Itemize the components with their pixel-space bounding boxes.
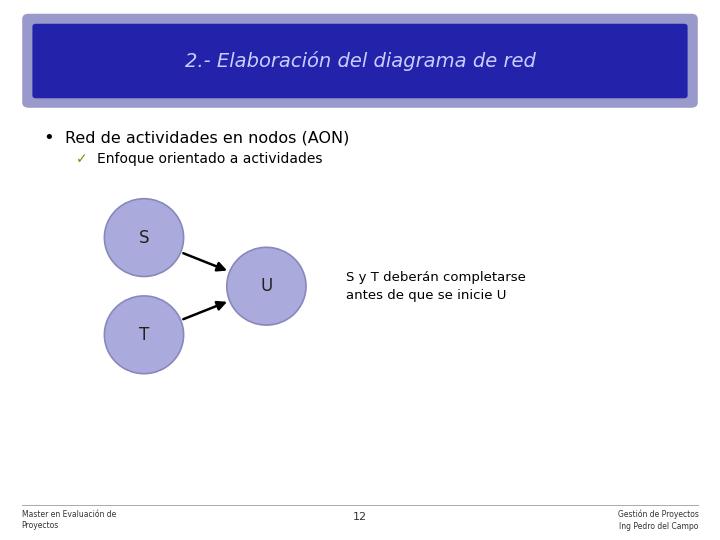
Text: S: S — [139, 228, 149, 247]
FancyBboxPatch shape — [32, 24, 688, 98]
Text: S y T deberán completarse
antes de que se inicie U: S y T deberán completarse antes de que s… — [346, 271, 526, 302]
Text: •: • — [43, 129, 54, 147]
Text: U: U — [260, 277, 273, 295]
Text: ✓: ✓ — [76, 152, 87, 166]
Text: Master en Evaluación de
Proyectos: Master en Evaluación de Proyectos — [22, 510, 116, 530]
Text: T: T — [139, 326, 149, 344]
FancyBboxPatch shape — [23, 15, 697, 107]
Ellipse shape — [104, 296, 184, 374]
Ellipse shape — [104, 199, 184, 276]
Text: 2.- Elaboración del diagrama de red: 2.- Elaboración del diagrama de red — [184, 51, 536, 71]
FancyArrowPatch shape — [184, 302, 225, 319]
Text: Gestión de Proyectos
Ing Pedro del Campo: Gestión de Proyectos Ing Pedro del Campo — [618, 509, 698, 531]
FancyArrowPatch shape — [184, 253, 225, 271]
Text: Enfoque orientado a actividades: Enfoque orientado a actividades — [97, 152, 323, 166]
Ellipse shape — [227, 247, 306, 325]
Text: 12: 12 — [353, 512, 367, 522]
Text: Red de actividades en nodos (AON): Red de actividades en nodos (AON) — [65, 130, 349, 145]
